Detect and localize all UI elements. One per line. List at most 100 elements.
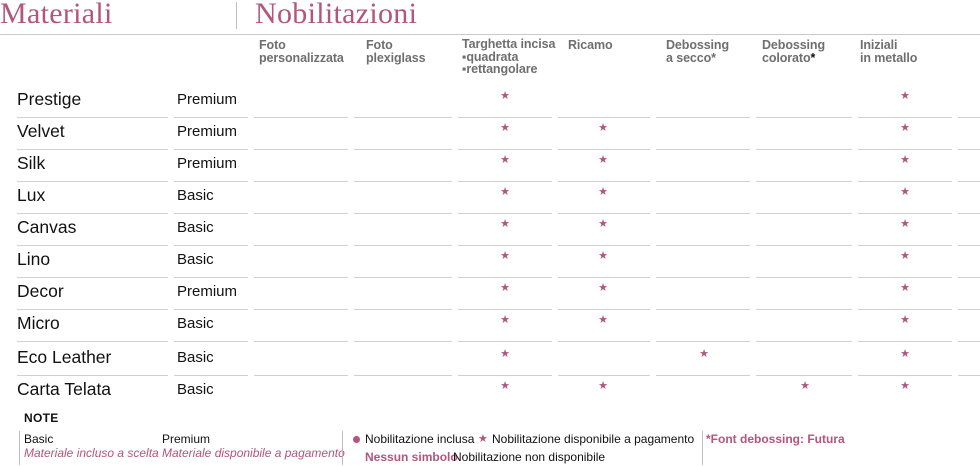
column-header: Debossing a secco* xyxy=(666,39,729,65)
paid-option-star-icon: ★ xyxy=(598,250,608,262)
column-header: Foto plexiglass xyxy=(366,38,426,65)
material-tier: Premium xyxy=(177,91,238,108)
material-name: Prestige xyxy=(17,89,82,109)
column-header-line: ▪rettangolare xyxy=(462,62,538,76)
row-divider xyxy=(656,149,750,150)
row-divider xyxy=(558,341,650,342)
paid-option-star-icon: ★ xyxy=(900,154,910,166)
top-rule xyxy=(0,34,980,35)
table-row: Canvas Basic ★ ★ ★ xyxy=(0,214,980,246)
title-separator xyxy=(236,2,237,29)
paid-option-star-icon: ★ xyxy=(598,282,608,294)
row-divider xyxy=(858,309,952,310)
paid-option-star-icon: ★ xyxy=(900,218,910,230)
table-row: Eco Leather Basic ★ ★ ★ xyxy=(0,344,980,376)
paid-option-star-icon: ★ xyxy=(500,282,510,294)
row-divider xyxy=(756,117,852,118)
row-divider xyxy=(958,245,980,246)
row-divider xyxy=(858,341,952,342)
material-name: Eco Leather xyxy=(17,347,112,367)
row-divider xyxy=(858,149,952,150)
paid-option-star-icon: ★ xyxy=(500,380,510,392)
paid-option-star-icon: ★ xyxy=(500,154,510,166)
row-divider xyxy=(254,277,348,278)
material-tier: Basic xyxy=(177,251,214,268)
row-divider xyxy=(756,277,852,278)
row-divider xyxy=(254,375,348,376)
row-divider xyxy=(656,213,750,214)
material-tier: Premium xyxy=(177,123,238,140)
paid-option-star-icon: ★ xyxy=(900,122,910,134)
row-divider xyxy=(756,149,852,150)
material-name: Lux xyxy=(17,185,46,205)
row-divider xyxy=(756,213,852,214)
table-row: Micro Basic ★ ★ ★ xyxy=(0,310,980,342)
row-divider xyxy=(354,213,452,214)
row-divider xyxy=(458,309,552,310)
row-divider xyxy=(254,149,348,150)
paid-option-star-icon: ★ xyxy=(500,122,510,134)
column-header-line: a secco* xyxy=(666,51,716,65)
row-divider xyxy=(958,309,980,310)
row-divider xyxy=(174,117,248,118)
row-divider xyxy=(354,341,452,342)
paid-option-star-icon: ★ xyxy=(900,348,910,360)
row-divider xyxy=(17,149,168,150)
material-tier: Basic xyxy=(177,381,214,398)
row-divider xyxy=(254,181,348,182)
notes-label: NOTE xyxy=(24,411,59,425)
row-divider xyxy=(17,245,168,246)
column-header-line-wrap: colorato* xyxy=(762,52,825,65)
row-divider xyxy=(174,245,248,246)
row-divider xyxy=(174,213,248,214)
column-header-line: ▪quadrata xyxy=(462,49,519,64)
table-row: Prestige Premium ★ ★ xyxy=(0,86,980,118)
row-divider xyxy=(558,181,650,182)
row-divider xyxy=(17,341,168,342)
material-tier: Premium xyxy=(177,283,238,300)
column-header-line: colorato xyxy=(762,51,811,65)
row-divider xyxy=(458,341,552,342)
paid-option-star-icon: ★ xyxy=(500,348,510,360)
row-divider xyxy=(17,117,168,118)
row-divider xyxy=(458,149,552,150)
row-divider xyxy=(756,341,852,342)
material-name: Decor xyxy=(17,281,64,301)
note-basic-bar xyxy=(19,431,20,465)
row-divider xyxy=(458,181,552,182)
material-tier: Basic xyxy=(177,315,214,332)
legend-dot-icon xyxy=(353,436,360,443)
row-divider xyxy=(254,245,348,246)
row-divider xyxy=(354,245,452,246)
row-divider xyxy=(354,149,452,150)
column-header-line: Ricamo xyxy=(568,38,613,52)
row-divider xyxy=(958,149,980,150)
row-divider xyxy=(354,375,452,376)
note-legend-bar xyxy=(342,431,343,465)
column-header: Iniziali in metallo xyxy=(860,39,917,65)
row-divider xyxy=(254,341,348,342)
row-divider xyxy=(17,375,168,376)
row-divider xyxy=(656,341,750,342)
note-basic-desc: Materiale incluso a scelta xyxy=(24,446,159,460)
legend-none-bold: Nessun simbolo xyxy=(365,450,458,464)
row-divider xyxy=(354,277,452,278)
column-header-line: plexiglass xyxy=(366,51,426,65)
row-divider xyxy=(354,117,452,118)
row-divider xyxy=(756,181,852,182)
paid-option-star-icon: ★ xyxy=(500,314,510,326)
paid-option-star-icon: ★ xyxy=(900,282,910,294)
legend-included-text: Nobilitazione inclusa xyxy=(365,432,475,446)
material-tier: Basic xyxy=(177,187,214,204)
row-divider xyxy=(656,375,750,376)
row-divider xyxy=(558,309,650,310)
note-premium-desc: Materiale disponibile a pagamento xyxy=(162,446,345,460)
row-divider xyxy=(354,181,452,182)
column-header-line: Debossing xyxy=(762,38,825,52)
material-name: Lino xyxy=(17,249,51,269)
row-divider xyxy=(858,277,952,278)
row-divider xyxy=(174,375,248,376)
row-divider xyxy=(558,375,650,376)
table-row: Velvet Premium ★ ★ ★ xyxy=(0,118,980,150)
column-header-line: Foto xyxy=(366,38,393,52)
